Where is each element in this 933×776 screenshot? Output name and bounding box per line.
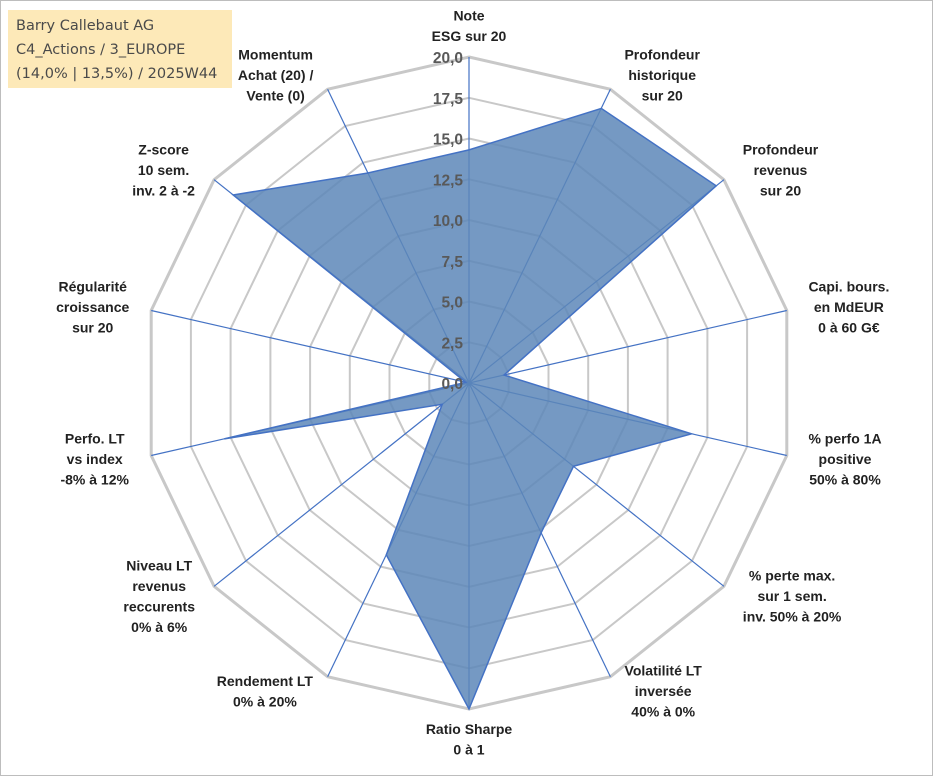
axis-label-2-line-0: Profondeur (743, 141, 819, 157)
axis-label-3-line-1: en MdEUR (814, 299, 884, 315)
axis-label-9-line-1: revenus (132, 578, 186, 594)
axis-labels: Note ESG sur 20 Profondeur historique sur 20… (56, 8, 889, 758)
tick-label-2: 5,0 (441, 295, 463, 312)
axis-label-9-line-3: 0% à 6% (131, 619, 188, 635)
tick-label-6: 15,0 (433, 132, 463, 149)
spoke-3 (468, 309, 787, 384)
axis-label-12-line-1: 10 sem. (138, 162, 189, 178)
axis-label-10-line-1: vs index (67, 451, 123, 467)
tick-label-8: 20,0 (433, 50, 463, 67)
series (224, 107, 718, 711)
axis-label-1: Profondeur historique sur 20 (624, 46, 700, 103)
axis-label-2-line-2: sur 20 (760, 182, 801, 198)
axis-label-13-line-0: Momentum (238, 46, 313, 62)
axis-label-10: Perfo. LT vs index -8% à 12% (60, 431, 129, 488)
tick-label-5: 12,5 (433, 172, 464, 189)
axis-label-4-line-0: % perfo 1A (808, 431, 881, 447)
axis-label-6: Volatilité LT inversée 40% à 0% (625, 663, 703, 720)
axis-label-0: Note ESG sur 20 (432, 8, 507, 45)
axis-label-10-line-2: -8% à 12% (60, 472, 129, 488)
tick-label-3: 7,5 (441, 254, 463, 271)
tick-label-4: 10,0 (433, 213, 463, 230)
axis-label-2-line-1: revenus (754, 162, 808, 178)
chart-header: Barry Callebaut AG C4_Actions / 3_EUROPE… (8, 10, 232, 88)
axis-label-6-line-2: 40% à 0% (631, 704, 695, 720)
tick-labels: 0,0 2,5 5,0 7,5 10,0 12,5 15,0 17,5 20,0 (433, 50, 464, 393)
axis-label-6-line-1: inversée (635, 683, 692, 699)
header-company: Barry Callebaut AG (16, 18, 155, 34)
axis-label-9: Niveau LT revenus reccurents 0% à 6% (123, 558, 195, 636)
axis-label-6-line-0: Volatilité LT (625, 663, 703, 679)
axis-label-0-line-1: ESG sur 20 (432, 28, 507, 44)
axis-label-4: % perfo 1A positive 50% à 80% (808, 431, 881, 488)
axis-label-2: Profondeur revenus sur 20 (743, 141, 819, 198)
axis-label-9-line-0: Niveau LT (126, 558, 192, 574)
header-stats: (14,0% | 13,5%) / 2025W44 (16, 66, 218, 82)
axis-label-0-line-0: Note (453, 8, 484, 24)
axis-label-4-line-2: 50% à 80% (809, 472, 881, 488)
axis-label-7-line-1: 0 à 1 (453, 742, 484, 758)
axis-label-8-line-0: Rendement LT (217, 673, 314, 689)
axis-label-3-line-0: Capi. bours. (808, 278, 889, 294)
tick-label-0: 0,0 (441, 376, 463, 393)
header-category: C4_Actions / 3_EUROPE (16, 42, 186, 58)
axis-label-8: Rendement LT 0% à 20% (217, 673, 314, 710)
axis-label-12-line-0: Z-score (138, 141, 189, 157)
spoke-11 (151, 309, 470, 384)
axis-label-8-line-1: 0% à 20% (233, 693, 297, 709)
axis-label-4-line-1: positive (819, 451, 872, 467)
axis-label-7-line-0: Ratio Sharpe (426, 721, 513, 737)
axis-label-1-line-1: historique (628, 67, 696, 83)
axis-label-7: Ratio Sharpe 0 à 1 (426, 721, 513, 758)
axis-label-3-line-2: 0 à 60 G€ (818, 319, 880, 335)
axis-label-11: Régularité croissance sur 20 (56, 278, 129, 335)
axis-label-1-line-2: sur 20 (642, 87, 683, 103)
axis-label-13-line-2: Vente (0) (246, 87, 304, 103)
series-area (224, 107, 718, 711)
axis-label-5-line-1: sur 1 sem. (757, 588, 826, 604)
axis-label-11-line-2: sur 20 (72, 319, 113, 335)
axis-label-5-line-0: % perte max. (749, 568, 835, 584)
axis-label-11-line-0: Régularité (58, 278, 127, 294)
axis-label-11-line-1: croissance (56, 299, 129, 315)
axis-label-13-line-1: Achat (20) / (238, 67, 314, 83)
axis-label-10-line-0: Perfo. LT (65, 431, 125, 447)
axis-label-13: Momentum Achat (20) / Vente (0) (238, 46, 314, 103)
axis-label-12-line-2: inv. 2 à -2 (132, 182, 195, 198)
tick-label-1: 2,5 (441, 335, 463, 352)
spoke-9 (213, 382, 470, 587)
axis-label-5: % perte max. sur 1 sem. inv. 50% à 20% (743, 568, 842, 625)
tick-label-7: 17,5 (433, 91, 464, 108)
axis-label-12: Z-score 10 sem. inv. 2 à -2 (132, 141, 195, 198)
axis-label-9-line-2: reccurents (123, 599, 195, 615)
axis-label-3: Capi. bours. en MdEUR 0 à 60 G€ (808, 278, 889, 335)
axis-label-5-line-2: inv. 50% à 20% (743, 609, 842, 625)
axis-label-1-line-0: Profondeur (624, 46, 700, 62)
